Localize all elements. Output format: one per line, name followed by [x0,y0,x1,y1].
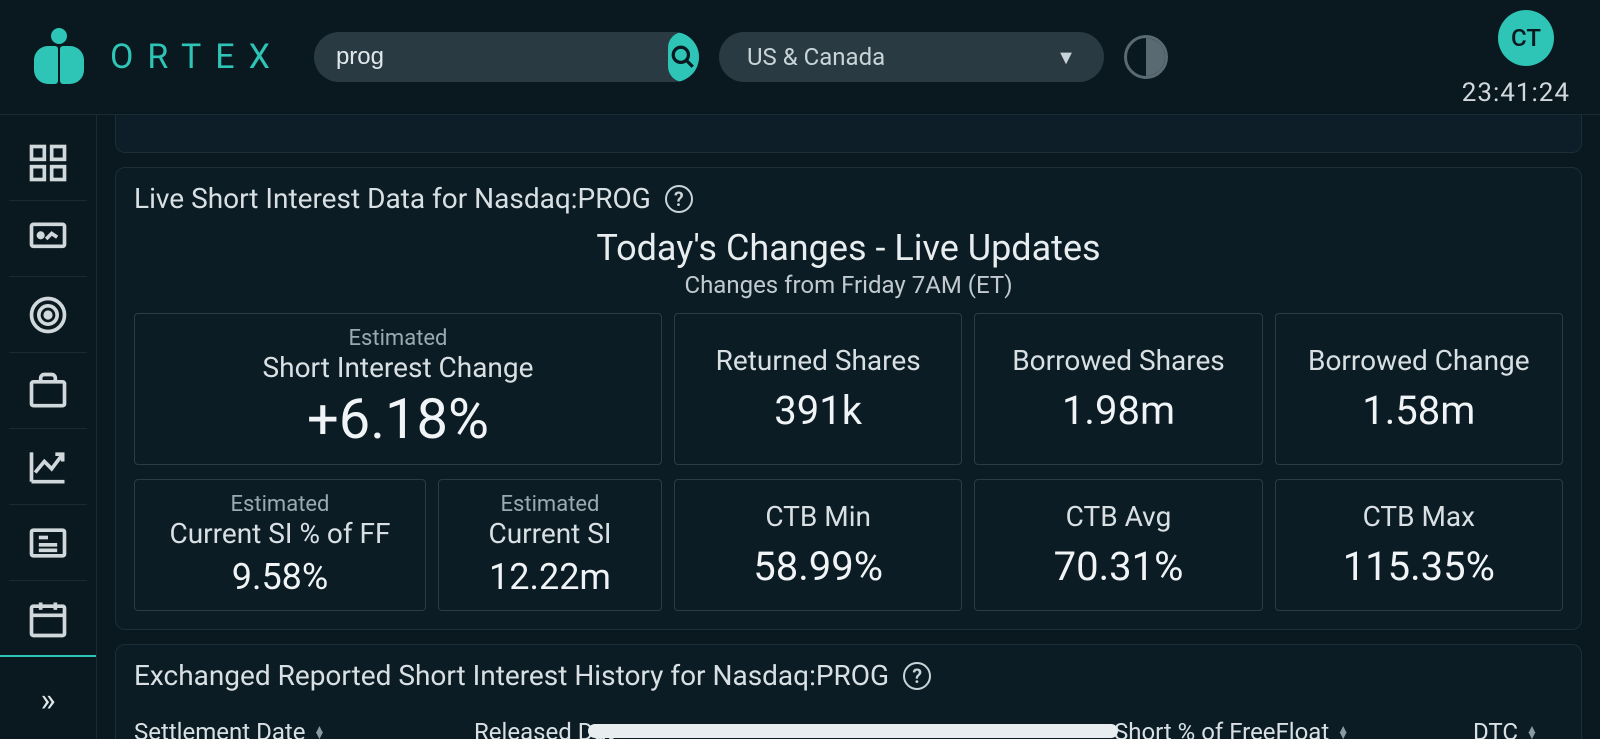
sort-icon: ▲▼ [1526,726,1538,738]
card-label: CTB Min [765,500,871,533]
presentation-icon [26,217,70,261]
card-label: Returned Shares [716,344,921,377]
card-label: CTB Avg [1066,500,1172,533]
newspaper-icon [26,521,70,565]
card-value: 9.58% [232,556,329,598]
card-si-pct-ff: Estimated Current SI % of FF 9.58% [134,479,426,611]
theme-toggle[interactable] [1124,35,1168,79]
horizontal-scrollbar[interactable] [588,724,1118,738]
topbar: ORTEX US & Canada ▼ CT 23:41:24 [0,0,1600,115]
subhead-sub: Changes from Friday 7AM (ET) [134,271,1563,299]
chevron-down-icon: ▼ [1056,45,1076,70]
card-current-si: Estimated Current SI 12.22m [438,479,662,611]
card-si-change: Estimated Short Interest Change +6.18% [134,313,662,465]
card-label: Borrowed Change [1308,344,1530,377]
card-value: 1.98m [1062,387,1175,434]
card-ctb-max: CTB Max 115.35% [1275,479,1563,611]
card-eyebrow: Estimated [349,326,448,351]
briefcase-icon [26,369,70,413]
region-label: US & Canada [747,43,885,71]
avatar-initials: CT [1511,24,1541,52]
sidebar-expand-button[interactable]: » [41,681,56,719]
sidebar-item-portfolio[interactable] [9,353,87,429]
sort-icon: ▲▼ [1337,726,1349,738]
card-label: Borrowed Shares [1012,344,1225,377]
card-value: 58.99% [753,543,883,590]
panel-collapsed-stub [115,115,1582,153]
card-returned-shares: Returned Shares 391k [674,313,962,465]
card-label: Current SI % of FF [169,517,390,550]
main: Live Short Interest Data for Nasdaq:PROG… [97,115,1600,739]
card-label: Short Interest Change [263,351,534,384]
sidebar-item-radar[interactable] [9,277,87,353]
card-borrowed-shares: Borrowed Shares 1.98m [974,313,1262,465]
help-icon[interactable]: ? [903,662,931,690]
sidebar-item-charts[interactable] [9,429,87,505]
logo-mark-icon [30,28,88,86]
card-ctb-avg: CTB Avg 70.31% [974,479,1262,611]
card-value: 12.22m [489,556,611,598]
logo[interactable]: ORTEX [30,28,284,86]
line-chart-icon [26,445,70,489]
calendar-icon [26,597,70,641]
grid-icon [26,141,70,185]
th-short-pct-freefloat[interactable]: Short % of FreeFloat ▲▼ [1114,718,1414,739]
avatar[interactable]: CT [1498,10,1554,66]
card-eyebrow: Estimated [501,492,600,517]
sidebar-item-calendar[interactable] [9,581,87,657]
sidebar-item-dashboard[interactable] [9,125,87,201]
th-settlement-date[interactable]: Settlement Date ▲▼ [134,718,434,739]
panel-live-short-interest: Live Short Interest Data for Nasdaq:PROG… [115,167,1582,630]
search-input[interactable] [314,43,668,71]
card-value: 1.58m [1362,387,1475,434]
sidebar-item-news[interactable] [9,505,87,581]
panel-si-history: Exchanged Reported Short Interest Histor… [115,644,1582,739]
subhead-main: Today's Changes - Live Updates [134,227,1563,269]
card-value: 391k [774,387,862,434]
panel-title: Exchanged Reported Short Interest Histor… [134,659,889,692]
help-icon[interactable]: ? [665,185,693,213]
card-ctb-min: CTB Min 58.99% [674,479,962,611]
target-icon [26,293,70,337]
card-value: 115.35% [1343,543,1495,590]
sort-icon: ▲▼ [313,726,325,738]
sidebar-item-presentation[interactable] [9,201,87,277]
card-value: 70.31% [1054,543,1184,590]
search-button[interactable] [668,32,699,82]
table-header: Settlement Date ▲▼ Released Dat Short % … [134,718,1563,739]
search-icon [670,44,696,70]
card-eyebrow: Estimated [231,492,330,517]
panel-title: Live Short Interest Data for Nasdaq:PROG [134,182,651,215]
card-value: +6.18% [307,386,489,452]
chevrons-right-icon: » [41,681,56,719]
search [314,32,699,82]
clock: 23:41:24 [1462,78,1570,108]
card-label: Current SI [488,517,611,550]
th-dtc[interactable]: DTC ▲▼ [1473,718,1563,739]
card-label: CTB Max [1363,500,1476,533]
logo-text: ORTEX [110,37,284,77]
region-select[interactable]: US & Canada ▼ [719,32,1104,82]
card-borrowed-change: Borrowed Change 1.58m [1275,313,1563,465]
sidebar: » [0,115,97,739]
